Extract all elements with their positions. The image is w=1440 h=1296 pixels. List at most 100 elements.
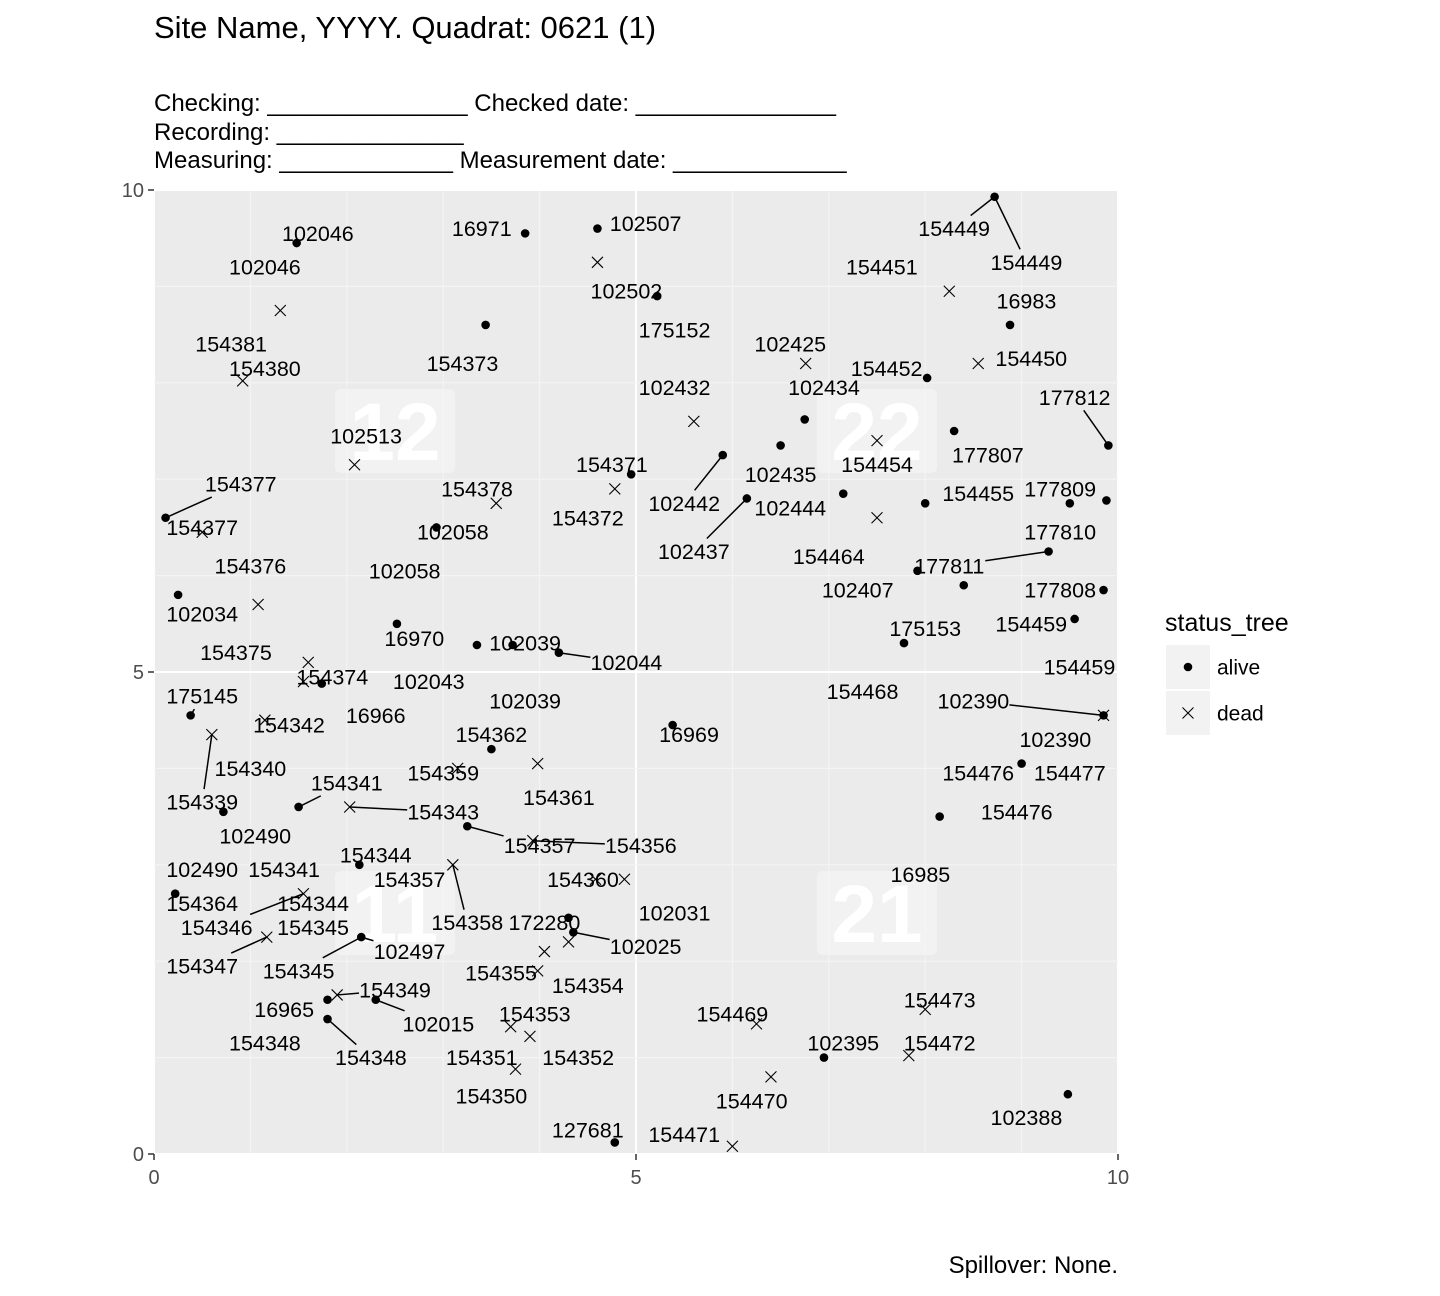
label-leader-line [322, 936, 362, 959]
point-dead-stroke [799, 357, 812, 370]
point-dead-stroke [490, 497, 503, 510]
point-dead-stroke [252, 598, 265, 611]
tree-tag-label: 102058 [417, 521, 489, 545]
label-leader-line [452, 864, 465, 910]
point-dead [902, 1049, 915, 1062]
tree-tag-label: 102034 [166, 603, 238, 627]
point-dead [252, 598, 265, 611]
tree-tag-label: 154358 [431, 911, 503, 935]
tree-tag-label: 154350 [456, 1085, 528, 1109]
point-alive [487, 744, 496, 754]
tree-tag-label: 177810 [1024, 521, 1096, 545]
tree-tag-label: 175152 [639, 318, 711, 342]
point-dead-stroke [562, 936, 575, 948]
tree-tag-label: 154359 [407, 762, 479, 786]
tree-tag-label: 154347 [166, 955, 238, 979]
point-dead-stroke [765, 1070, 777, 1083]
point-alive [1063, 1089, 1073, 1099]
point-dead [972, 357, 985, 370]
quadrat-label: 12 [349, 387, 440, 478]
point-alive [392, 619, 402, 629]
point-dead [591, 256, 604, 269]
tree-tag-label: 175145 [166, 685, 238, 709]
tree-tag-label: 154356 [605, 834, 677, 858]
tree-tag-label: 154372 [552, 506, 624, 530]
tree-tag-label: 154377 [166, 516, 238, 540]
tree-tag-label: 154464 [793, 545, 865, 569]
tree-tag-label: 154340 [215, 757, 287, 781]
tree-tag-label: 16971 [452, 217, 512, 241]
point-dead [302, 656, 315, 669]
label-leader-line [532, 839, 605, 845]
point-dead-stroke [750, 1017, 763, 1030]
point-alive [593, 224, 602, 233]
tree-tag-label: 102425 [754, 333, 826, 357]
point-dead-stroke [236, 374, 249, 387]
tree-tag-label: 154454 [841, 453, 913, 477]
tree-tag-label: 102025 [610, 935, 682, 959]
point-alive [564, 913, 573, 923]
subtitle-checking: Checking: _______________ Checked date: … [154, 90, 836, 117]
tree-tag-label: 154371 [576, 453, 648, 477]
tree-tag-label: 16970 [384, 627, 444, 651]
tree-tag-label: 102031 [639, 902, 711, 926]
label-leader-line [189, 708, 196, 716]
tree-tag-label: 102502 [590, 280, 662, 304]
legend-dead-icon [1182, 707, 1194, 719]
point-dead-stroke [302, 656, 315, 669]
point-dead [919, 1003, 932, 1016]
point-alive [610, 1138, 620, 1147]
tree-tag-label: 127681 [552, 1118, 624, 1142]
point-dead [871, 511, 883, 524]
point-dead-stroke [538, 945, 551, 958]
tree-tag-label: 154345 [277, 916, 349, 940]
point-alive [776, 441, 785, 450]
point-alive [170, 889, 180, 899]
point-alive [920, 499, 930, 508]
point-dead [524, 1030, 536, 1043]
point-dead-stroke [589, 873, 602, 886]
point-dead-stroke [591, 256, 604, 269]
tree-tag-label: 154345 [263, 959, 335, 983]
point-dead-stroke [531, 757, 544, 770]
chart-title: Site Name, YYYY. Quadrat: 0621 (1) [154, 10, 657, 45]
tree-tag-label: 154343 [407, 800, 479, 824]
point-dead [504, 1020, 517, 1033]
point-dead [196, 526, 209, 539]
tree-tag-label: 154473 [904, 988, 976, 1012]
point-alive [652, 291, 662, 301]
tree-tag-label: 154472 [904, 1032, 976, 1056]
tree-tag-label: 154361 [523, 786, 595, 810]
label-leader-line [970, 196, 996, 217]
point-dead-stroke [972, 357, 985, 370]
point-dead-stroke [871, 434, 883, 447]
tree-tag-label: 154352 [542, 1046, 614, 1070]
quadrat-label-box [817, 871, 937, 955]
point-dead [608, 482, 621, 495]
point-alive [1005, 320, 1015, 330]
tree-tag-label: 175153 [889, 617, 961, 641]
quadrat-label-box [335, 389, 455, 473]
label-leader-line [361, 936, 374, 942]
point-alive [1065, 499, 1075, 508]
legend-label-alive: alive [1217, 657, 1260, 680]
label-leader-line [573, 931, 610, 941]
tree-tag-label: 154470 [716, 1089, 788, 1113]
tree-tag-label: 154342 [253, 714, 325, 738]
point-dead-stroke [258, 714, 271, 727]
point-alive [481, 320, 490, 330]
point-dead-stroke [943, 285, 956, 298]
point-alive [323, 995, 332, 1005]
tree-tag-label: 154357 [374, 868, 446, 892]
point-dead [348, 458, 361, 471]
axes: 0 5 10 0 5 10 [122, 180, 1129, 1189]
tree-tag-label: 102044 [590, 651, 662, 675]
quadrat-label-box [335, 871, 455, 955]
point-alive [668, 720, 677, 730]
point-dead-stroke [531, 964, 544, 977]
point-dead-stroke [618, 873, 631, 886]
tree-tag-label: 102390 [938, 689, 1010, 713]
point-alive [317, 679, 327, 688]
tree-tag-label: 154364 [166, 892, 238, 916]
tree-tag-label: 154354 [552, 974, 624, 998]
